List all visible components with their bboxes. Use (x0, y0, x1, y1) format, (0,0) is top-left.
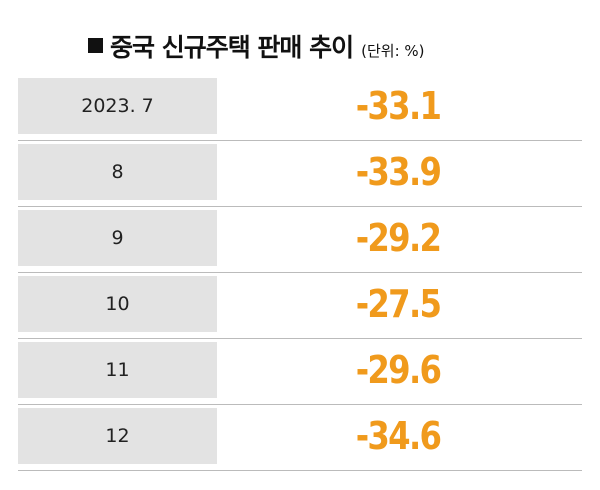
row-label: 10 (18, 276, 217, 332)
row-value: -27.5 (355, 282, 442, 326)
title: 중국 신규주택 판매 추이 (110, 33, 354, 62)
table-row: 8 -33.9 (18, 140, 582, 207)
title-block: 중국 신규주택 판매 추이 (단위: %) (80, 28, 425, 64)
row-value: -34.6 (355, 414, 442, 458)
table-row: 11 -29.6 (18, 338, 582, 405)
table-row: 10 -27.5 (18, 272, 582, 339)
row-label: 9 (18, 210, 217, 266)
table-row: 9 -29.2 (18, 206, 582, 273)
table-row: 12 -34.6 (18, 404, 582, 471)
row-value: -29.6 (355, 348, 442, 392)
row-label: 8 (18, 144, 217, 200)
title-bullet (88, 38, 103, 53)
row-label: 2023. 7 (18, 78, 217, 134)
row-value: -29.2 (355, 216, 442, 260)
row-value: -33.1 (355, 84, 442, 128)
row-label: 12 (18, 408, 217, 464)
table-row: 2023. 7 -33.1 (18, 74, 582, 141)
row-value: -33.9 (355, 150, 442, 194)
unit: (단위: %) (361, 42, 425, 60)
row-label: 11 (18, 342, 217, 398)
